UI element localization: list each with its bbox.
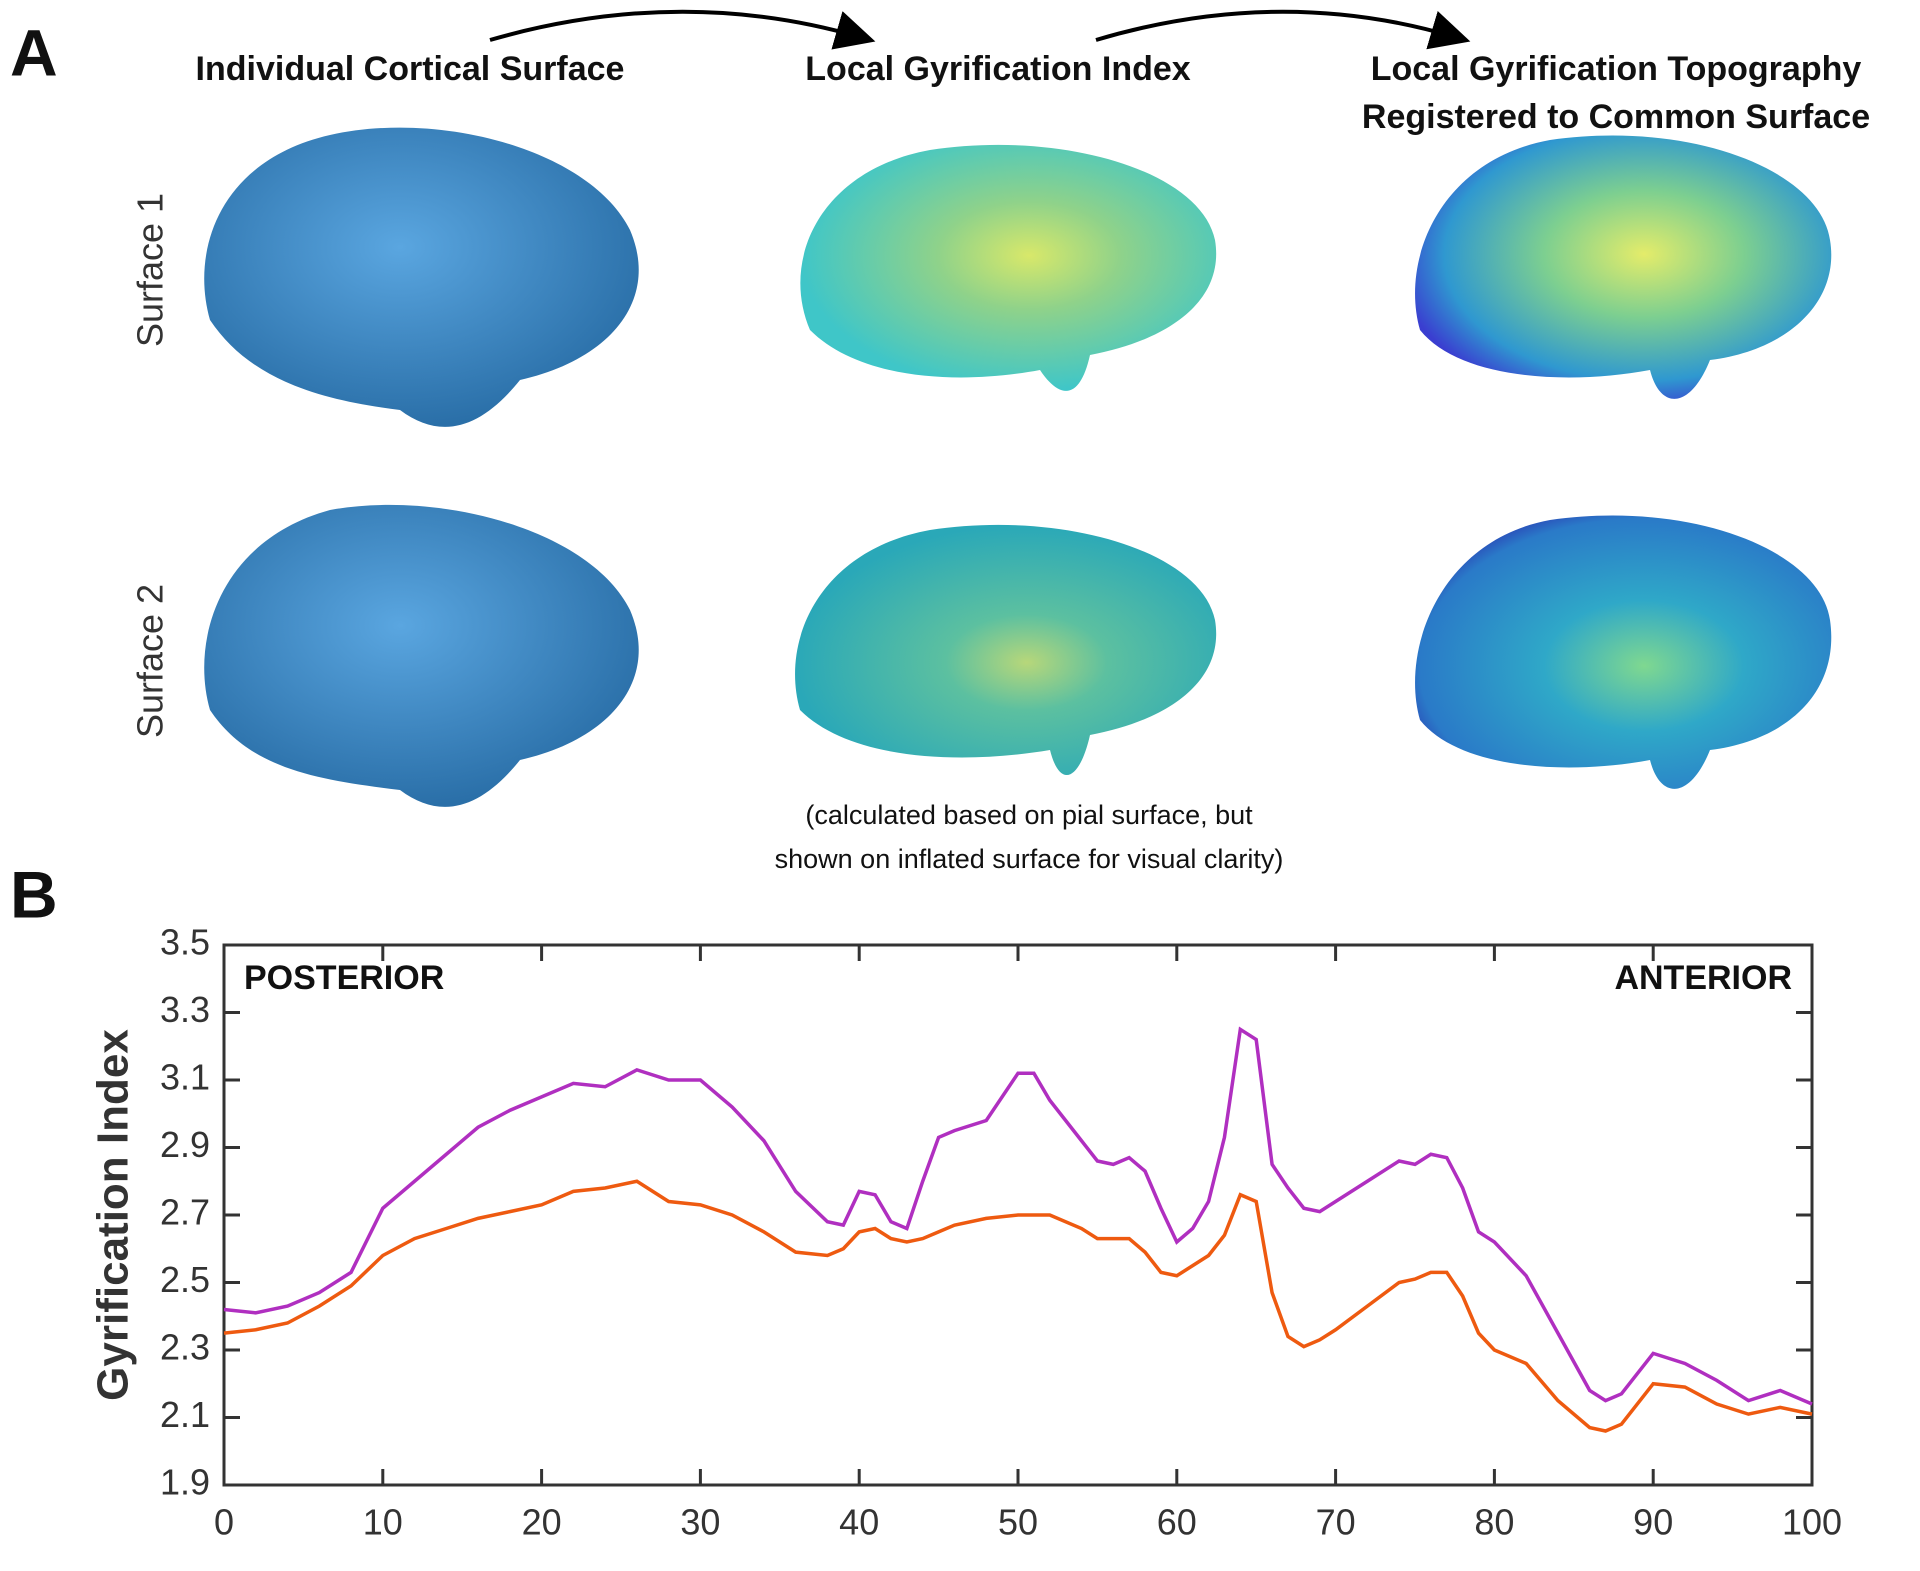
x-tick-label: 10 <box>363 1502 403 1543</box>
panel-label: A <box>10 15 58 89</box>
brain-lgi <box>800 144 1217 391</box>
annotation: POSTERIOR <box>244 959 444 997</box>
y-tick-label: 2.9 <box>160 1124 210 1165</box>
row-label: Surface 1 <box>130 193 171 347</box>
y-tick-label: 2.7 <box>160 1192 210 1233</box>
heading: Registered to Common Surface <box>1362 98 1870 136</box>
heading: Local Gyrification Index <box>805 50 1191 88</box>
x-tick-label: 50 <box>998 1502 1038 1543</box>
x-tick-label: 100 <box>1782 1502 1842 1543</box>
y-tick-label: 3.1 <box>160 1057 210 1098</box>
x-tick-label: 70 <box>1316 1502 1356 1543</box>
annotation: ANTERIOR <box>1614 959 1792 997</box>
panel-b: B Gyrification Index POSTERIOR ANTERIOR <box>10 857 1792 1400</box>
brain-pial <box>204 504 639 807</box>
brain-registered <box>1415 135 1832 399</box>
data-line <box>223 1026 1813 1406</box>
x-tick-label: 0 <box>214 1502 234 1543</box>
y-tick-label: 3.3 <box>160 989 210 1030</box>
arrow <box>1095 9 1471 50</box>
x-tick-label: 90 <box>1633 1502 1673 1543</box>
note: shown on inflated surface for visual cla… <box>775 844 1284 874</box>
data-line <box>223 1179 1813 1433</box>
x-tick-label: 40 <box>839 1502 879 1543</box>
arrow <box>489 9 876 50</box>
panel-a: A Individual Cortical Surface Local Gyri… <box>10 9 1870 874</box>
x-tick-label: 20 <box>522 1502 562 1543</box>
y-axis-title: Gyrification Index <box>89 1029 138 1401</box>
y-tick-label: 2.1 <box>160 1394 210 1435</box>
y-tick-label: 2.3 <box>160 1327 210 1368</box>
x-tick-label: 60 <box>1157 1502 1197 1543</box>
y-tick-label: 3.5 <box>160 922 210 963</box>
note: (calculated based on pial surface, but <box>805 800 1253 830</box>
brain-lgi <box>795 524 1217 776</box>
x-tick-label: 30 <box>680 1502 720 1543</box>
row-label: Surface 2 <box>130 584 171 738</box>
brain-pial <box>204 127 639 427</box>
x-tick-label: 80 <box>1474 1502 1514 1543</box>
brain-registered <box>1415 515 1832 789</box>
y-tick-label: 1.9 <box>160 1462 210 1503</box>
heading: Local Gyrification Topography <box>1371 50 1862 88</box>
panel-label: B <box>10 857 58 931</box>
y-tick-label: 2.5 <box>160 1259 210 1300</box>
heading: Individual Cortical Surface <box>196 50 625 88</box>
